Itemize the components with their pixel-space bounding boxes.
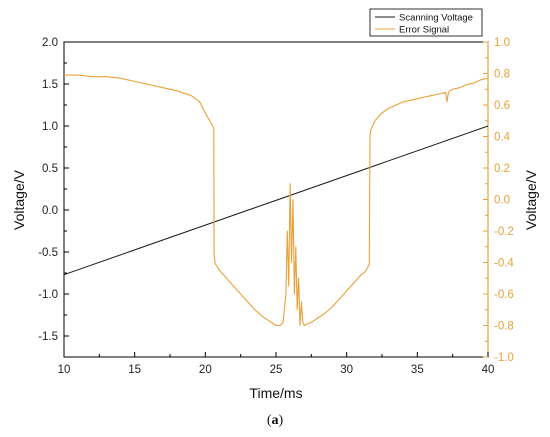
x-tick-label: 40: [482, 364, 495, 376]
caption-close: ): [279, 413, 284, 428]
y-right-tick-label: -0.4: [494, 258, 514, 270]
y-left-axis-ticks: 2.0 1.5 1.0 0.5 0.0 -0.5 -1.0 -1.5: [38, 37, 69, 358]
x-tick-label: 10: [58, 364, 71, 376]
legend-label-scanning-voltage: Scanning Voltage: [399, 13, 473, 24]
legend-label-error-signal: Error Signal: [399, 25, 449, 36]
y-right-tick-label: 1.0: [494, 37, 510, 49]
x-tick-label: 20: [199, 364, 212, 376]
y-left-tick-label: -1.5: [38, 331, 58, 343]
x-tick-label: 15: [128, 364, 141, 376]
y-right-axis-ticks: 1.0 0.8 0.6 0.4 0.2 0.0 -0.2 -0.4 -0.6 -0.8 -1.0: [483, 37, 514, 364]
series-line-scanning-voltage: [63, 125, 489, 276]
y-right-axis-title: Voltage/V: [523, 169, 539, 230]
x-tick-label: 25: [270, 364, 283, 376]
y-right-tick-label: 0.8: [494, 69, 510, 81]
y-right-tick-label: -0.8: [494, 321, 514, 333]
caption-letter: a: [272, 413, 279, 428]
legend-box: [369, 8, 483, 37]
y-left-tick-label: 0.5: [42, 163, 58, 175]
figure-caption: (a): [267, 413, 284, 428]
x-tick-label: 30: [340, 364, 353, 376]
x-axis-ticks: 10 15 20 25 30 35 40: [58, 352, 495, 376]
y-right-tick-label: 0.0: [494, 195, 510, 207]
y-left-tick-label: -0.5: [38, 247, 58, 259]
y-left-tick-label: -1.0: [38, 289, 58, 301]
y-left-tick-label: 1.5: [42, 79, 58, 91]
y-right-tick-label: -0.2: [494, 226, 514, 238]
x-axis-title: Time/ms: [249, 385, 302, 401]
y-left-tick-label: 2.0: [42, 37, 58, 49]
y-left-tick-label: 0.0: [42, 205, 58, 217]
y-right-tick-label: 0.4: [494, 132, 511, 144]
y-right-tick-label: -1.0: [494, 352, 514, 364]
y-left-axis-title: Voltage/V: [11, 169, 27, 230]
series-layer: [63, 74, 489, 327]
plot-frame: [63, 41, 489, 358]
y-right-tick-label: 0.2: [494, 163, 510, 175]
caption-open: (: [267, 413, 272, 428]
legend: Scanning Voltage Error Signal: [369, 8, 483, 37]
series-line-error-signal: [64, 74, 489, 327]
x-tick-label: 35: [411, 364, 424, 376]
y-left-tick-label: 1.0: [42, 121, 58, 133]
y-right-tick-label: 0.6: [494, 100, 510, 112]
y-right-tick-label: -0.6: [494, 289, 514, 301]
